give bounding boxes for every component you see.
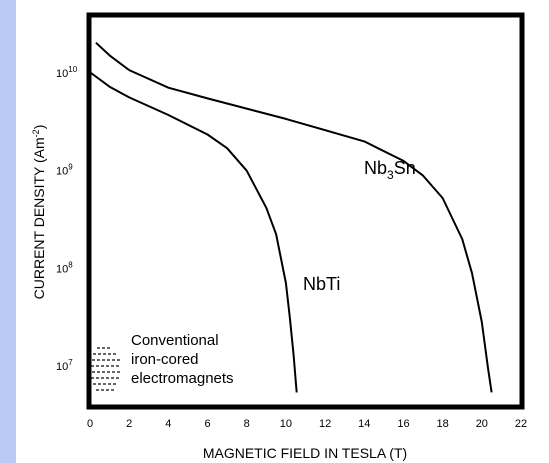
x-tick-label: 12 — [319, 418, 331, 430]
x-tick-label: 10 — [280, 418, 292, 430]
y-tick-label: 107 — [56, 358, 73, 373]
annotation-line-3: electromagnets — [131, 370, 234, 387]
x-tick-label: 4 — [165, 418, 171, 430]
y-axis-title: CURRENT DENSITY (Am-2) — [31, 125, 47, 300]
y-tick-label: 109 — [56, 163, 73, 178]
annotation-line-2: iron-cored — [131, 351, 199, 368]
series-label-nb3sn: Nb3Sn — [364, 158, 416, 182]
chart-panel — [16, 0, 549, 463]
x-ticks: 0 2 4 6 8 10 12 14 16 18 20 22 — [87, 418, 527, 430]
series-label-nbti: NbTi — [303, 274, 340, 294]
x-axis-title: MAGNETIC FIELD IN TESLA (T) — [203, 445, 407, 461]
series-line-nb3sn — [95, 41, 493, 393]
annotation-line-1: Conventional — [131, 332, 219, 349]
x-tick-label: 0 — [87, 418, 93, 430]
x-tick-label: 8 — [244, 418, 250, 430]
series-layer — [90, 41, 493, 393]
x-tick-label: 14 — [358, 418, 370, 430]
y-tick-label: 1010 — [56, 65, 78, 80]
x-tick-label: 20 — [476, 418, 488, 430]
series-line-nbti — [90, 72, 298, 393]
x-tick-label: 22 — [515, 418, 527, 430]
x-tick-label: 16 — [397, 418, 409, 430]
y-ticks: 1010 109 108 107 — [56, 65, 78, 373]
x-tick-label: 6 — [204, 418, 210, 430]
conventional-magnet-region — [91, 347, 120, 391]
x-tick-label: 18 — [437, 418, 449, 430]
y-tick-label: 108 — [56, 260, 73, 275]
x-tick-label: 2 — [126, 418, 132, 430]
plot-frame — [86, 12, 525, 410]
